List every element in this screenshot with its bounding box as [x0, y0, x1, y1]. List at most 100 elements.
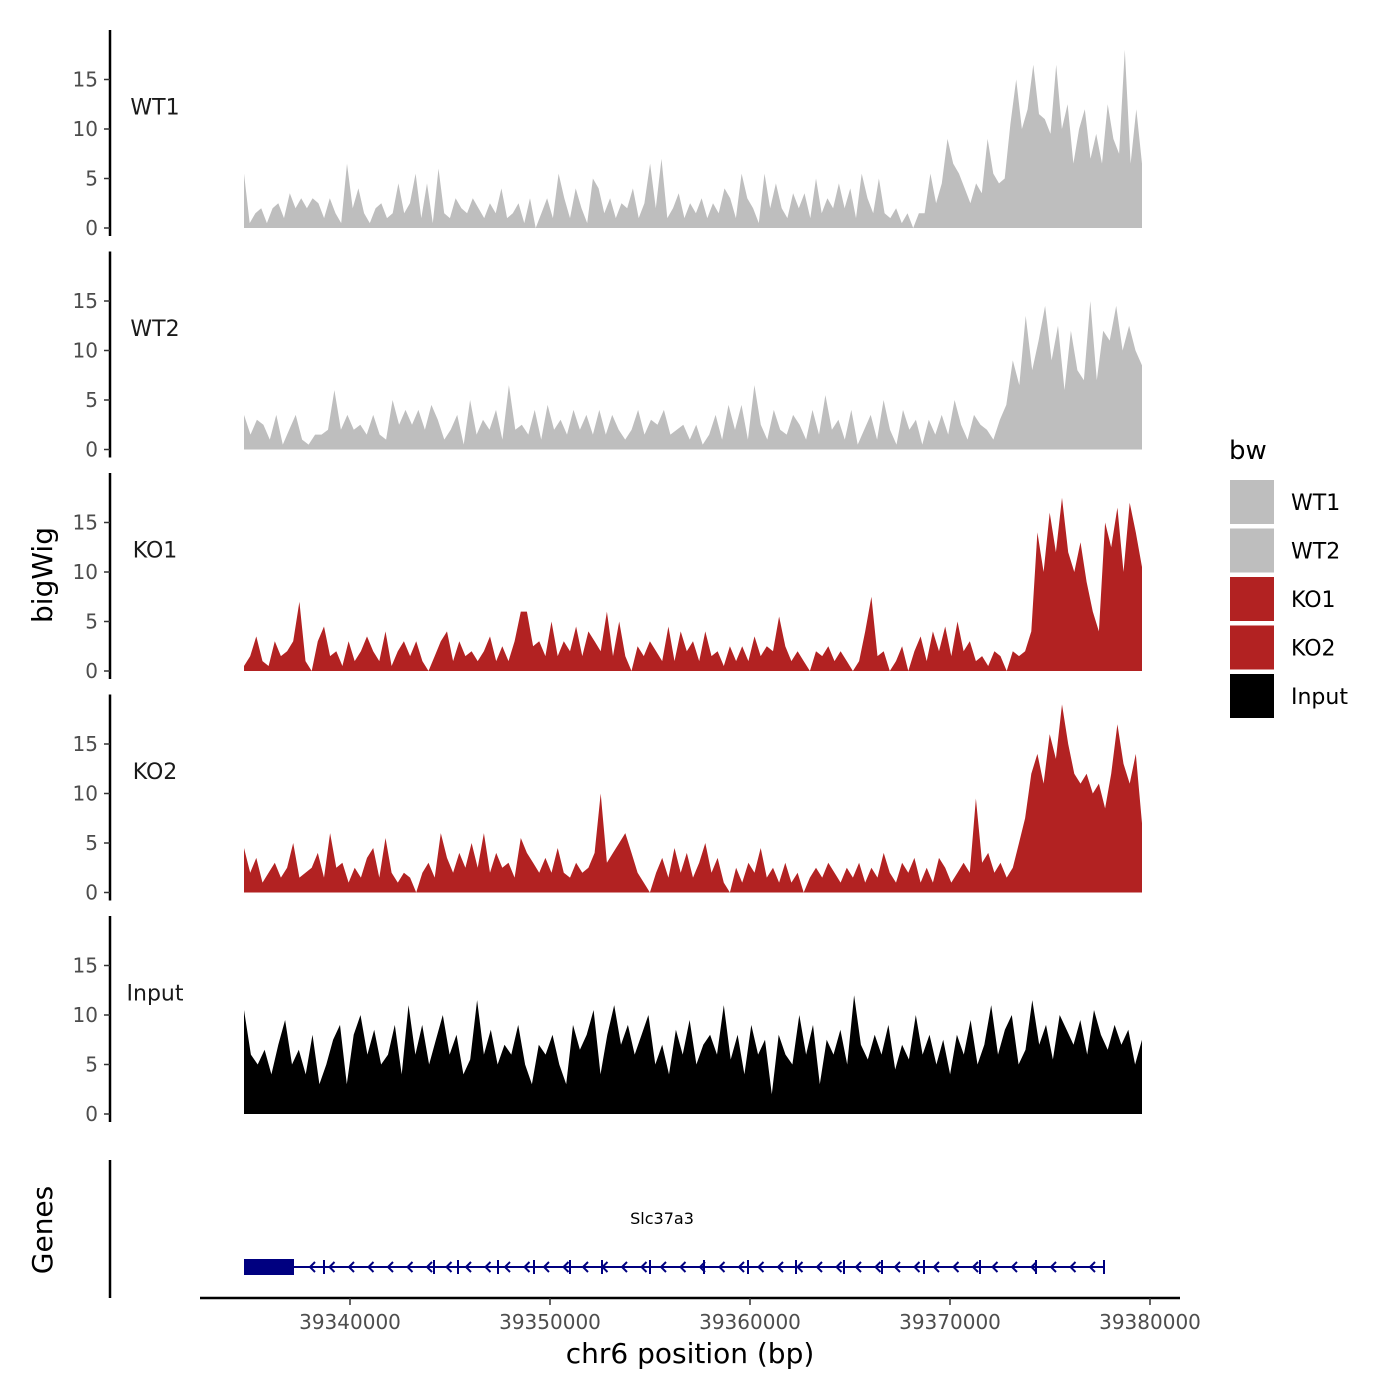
coverage-area-wt1 [244, 49, 1142, 228]
strand-chevron [425, 1261, 433, 1273]
legend-swatch [1230, 674, 1274, 718]
y-tick-label: 5 [85, 831, 98, 855]
x-tick-label: 39360000 [699, 1310, 801, 1334]
y-tick-label: 15 [73, 68, 98, 92]
strand-chevron [523, 1261, 531, 1273]
strand-chevron [815, 1261, 823, 1273]
track-label: WT2 [130, 317, 179, 342]
x-axis: 39340000 39350000 39360000 39370000 39380000 [200, 1296, 1201, 1334]
gene-utr-block [244, 1259, 294, 1275]
legend-label: WT2 [1291, 540, 1340, 565]
x-axis-title: chr6 position (bp) [566, 1337, 815, 1370]
strand-chevron [757, 1261, 765, 1273]
x-tick-label: 39370000 [899, 1310, 1001, 1334]
legend-entry-ko2: KO2 [1230, 625, 1336, 670]
legend-entry-ko1: KO1 [1230, 577, 1336, 621]
legend-label: WT1 [1291, 491, 1340, 516]
tracks-layer: 0 5 10 15 WT1 0 5 10 15 WT2 0 5 10 15 KO1 0 5 10 15 KO2 0 5 10… [73, 30, 1142, 1126]
y-tick-label: 5 [85, 167, 98, 191]
track-label: WT1 [130, 95, 179, 120]
y-tick-label: 10 [73, 117, 98, 141]
y-tick-label: 10 [73, 1003, 98, 1027]
y-tick-label: 5 [85, 388, 98, 412]
strand-chevron [991, 1261, 999, 1273]
strand-chevron [854, 1261, 862, 1273]
track-label: Input [127, 981, 184, 1006]
strand-chevron [503, 1261, 511, 1273]
y-tick-label: 0 [85, 216, 98, 240]
strand-chevron [1088, 1261, 1096, 1273]
strand-chevron [347, 1261, 355, 1273]
track-label: KO1 [133, 538, 178, 563]
strand-chevron [776, 1261, 784, 1273]
strand-chevron [464, 1261, 472, 1273]
strand-chevron [445, 1261, 453, 1273]
strand-chevron [659, 1261, 667, 1273]
y-tick-label: 15 [73, 732, 98, 756]
y-tick-label: 10 [73, 782, 98, 806]
legend-swatch [1230, 625, 1274, 670]
legend-swatch [1230, 577, 1274, 621]
strand-chevron [893, 1261, 901, 1273]
strand-chevron [640, 1261, 648, 1273]
legend-entry-input: Input [1230, 674, 1348, 718]
strand-chevron [835, 1261, 843, 1273]
strand-chevron [1049, 1261, 1057, 1273]
coverage-area-input [244, 995, 1142, 1114]
strand-chevron [308, 1261, 316, 1273]
y-tick-label: 5 [85, 1053, 98, 1077]
coverage-area-ko1 [244, 497, 1142, 671]
gene-name-label: Slc37a3 [630, 1209, 694, 1228]
legend-label: KO2 [1291, 637, 1336, 662]
y-tick-label: 0 [85, 1102, 98, 1126]
strand-chevron [367, 1261, 375, 1273]
coverage-area-ko2 [244, 704, 1142, 893]
strand-chevron [913, 1261, 921, 1273]
legend: bw WT1 WT2 KO1 KO2 Input [1229, 436, 1348, 718]
legend-entry-wt2: WT2 [1230, 528, 1340, 573]
genes-layer: Slc37a3 [108, 1160, 1105, 1298]
strand-chevron [874, 1261, 882, 1273]
strand-chevron [1069, 1261, 1077, 1273]
strand-chevron [698, 1261, 706, 1273]
y-axis-title: bigWig [26, 527, 59, 623]
strand-chevron [932, 1261, 940, 1273]
y-tick-label: 0 [85, 881, 98, 905]
strand-chevron [620, 1261, 628, 1273]
strand-chevron [737, 1261, 745, 1273]
x-tick-label: 39350000 [499, 1310, 601, 1334]
x-tick-label: 39380000 [1099, 1310, 1201, 1334]
y-tick-label: 15 [73, 954, 98, 978]
x-tick-label: 39340000 [299, 1310, 401, 1334]
track-wt1: 0 5 10 15 WT1 [73, 30, 1142, 240]
genes-panel-title: Genes [26, 1186, 59, 1274]
strand-chevron [1010, 1261, 1018, 1273]
y-tick-label: 15 [73, 511, 98, 535]
strand-chevron [542, 1261, 550, 1273]
strand-chevron [484, 1261, 492, 1273]
legend-title: bw [1229, 436, 1267, 466]
legend-entry-wt1: WT1 [1230, 480, 1340, 524]
y-tick-label: 0 [85, 659, 98, 683]
track-ko1: 0 5 10 15 KO1 [73, 473, 1142, 683]
strand-chevron [601, 1261, 609, 1273]
track-ko2: 0 5 10 15 KO2 [73, 694, 1142, 905]
strand-chevron [718, 1261, 726, 1273]
strand-chevron [679, 1261, 687, 1273]
strand-chevron [386, 1261, 394, 1273]
strand-chevron [328, 1261, 336, 1273]
coverage-area-wt2 [244, 301, 1142, 450]
legend-swatch [1230, 528, 1274, 573]
strand-chevron [952, 1261, 960, 1273]
y-tick-label: 15 [73, 289, 98, 313]
y-tick-label: 5 [85, 610, 98, 634]
strand-chevron [406, 1261, 414, 1273]
track-input: 0 5 10 15 Input [73, 916, 1142, 1126]
track-wt2: 0 5 10 15 WT2 [73, 251, 1142, 462]
strand-chevron [971, 1261, 979, 1273]
legend-swatch [1230, 480, 1274, 524]
y-tick-label: 10 [73, 560, 98, 584]
y-tick-label: 0 [85, 438, 98, 462]
